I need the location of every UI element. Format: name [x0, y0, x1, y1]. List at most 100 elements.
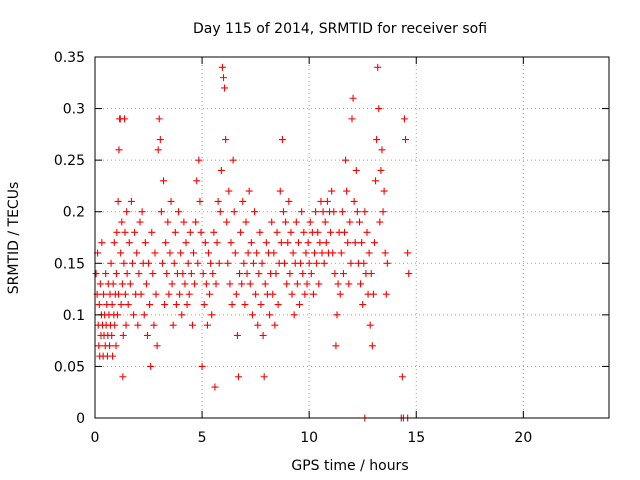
data-point	[323, 197, 331, 205]
data-point	[100, 290, 108, 298]
data-point	[226, 280, 234, 288]
data-point	[284, 239, 292, 247]
data-point	[231, 249, 239, 257]
data-point	[211, 383, 219, 391]
data-point	[361, 208, 369, 216]
y-axis-label: SRMTID / TECUs	[6, 182, 22, 295]
data-point	[146, 301, 154, 309]
data-point	[168, 280, 176, 288]
data-point	[262, 239, 270, 247]
data-point	[305, 259, 313, 267]
data-point	[220, 74, 227, 82]
data-point	[110, 239, 118, 247]
x-tick-label: 20	[514, 430, 532, 446]
data-point	[197, 228, 205, 236]
data-point	[208, 311, 216, 319]
data-point	[133, 249, 141, 257]
data-point	[207, 259, 215, 267]
data-point	[307, 270, 315, 278]
data-point	[363, 228, 371, 236]
data-point	[113, 228, 121, 236]
data-point	[237, 228, 245, 236]
data-point	[180, 218, 188, 226]
data-point	[336, 290, 344, 298]
data-point	[349, 94, 357, 102]
data-point	[306, 218, 314, 226]
data-point	[127, 197, 135, 205]
data-point	[253, 249, 261, 257]
data-point	[243, 270, 251, 278]
data-point	[344, 239, 352, 247]
data-point	[213, 239, 221, 247]
data-point	[334, 280, 342, 288]
data-point	[151, 249, 159, 257]
data-point	[346, 218, 354, 226]
data-point	[147, 362, 155, 370]
data-point	[297, 259, 305, 267]
data-point	[332, 342, 340, 350]
data-point	[115, 290, 123, 298]
data-point	[236, 270, 244, 278]
data-point	[118, 218, 126, 226]
data-point	[121, 290, 129, 298]
data-point	[163, 270, 171, 278]
data-point	[245, 187, 253, 195]
data-point	[223, 218, 231, 226]
data-point	[140, 311, 148, 319]
data-point	[293, 280, 301, 288]
data-point	[309, 290, 317, 298]
data-point	[221, 84, 229, 92]
data-point	[154, 146, 162, 154]
data-point	[282, 218, 290, 226]
data-point	[135, 270, 143, 278]
data-point	[380, 187, 388, 195]
data-point	[312, 208, 320, 216]
data-point	[210, 228, 218, 236]
data-point	[329, 249, 337, 257]
data-point	[217, 166, 225, 174]
data-point	[187, 270, 195, 278]
data-point	[185, 290, 193, 298]
data-point	[230, 208, 238, 216]
data-point	[123, 270, 131, 278]
data-point	[301, 290, 309, 298]
data-point	[142, 280, 150, 288]
data-point	[379, 208, 387, 216]
data-point	[238, 280, 246, 288]
data-point	[252, 290, 260, 298]
data-point	[115, 146, 123, 154]
data-point	[166, 249, 174, 257]
plot-frame	[94, 56, 610, 419]
data-point	[128, 259, 136, 267]
data-point	[118, 280, 126, 288]
data-point	[352, 166, 360, 174]
data-point	[123, 208, 131, 216]
data-point	[318, 249, 326, 257]
data-point	[247, 239, 255, 247]
data-point	[228, 301, 236, 309]
data-point	[233, 331, 241, 339]
data-point	[283, 280, 291, 288]
data-point	[270, 249, 278, 257]
data-point	[191, 280, 199, 288]
data-point	[134, 321, 142, 329]
data-point	[232, 290, 240, 298]
data-point	[322, 239, 330, 247]
y-axis-ticks: 0 0.05 0.1 0.15 0.2 0.25 0.3 0.35	[54, 50, 609, 427]
data-point	[339, 270, 347, 278]
data-point	[285, 197, 293, 205]
data-point	[164, 218, 172, 226]
chart-title: Day 115 of 2014, SRMTID for receiver sof…	[193, 21, 487, 37]
data-point	[317, 197, 325, 205]
data-point	[345, 280, 353, 288]
y-tick-label: 0	[76, 411, 85, 427]
data-point	[106, 342, 114, 350]
data-point	[201, 239, 209, 247]
data-point	[261, 280, 269, 288]
data-point	[224, 259, 232, 267]
data-point	[278, 136, 286, 144]
data-point	[172, 301, 180, 309]
data-point	[242, 218, 250, 226]
data-point	[330, 208, 338, 216]
data-point	[111, 321, 119, 329]
